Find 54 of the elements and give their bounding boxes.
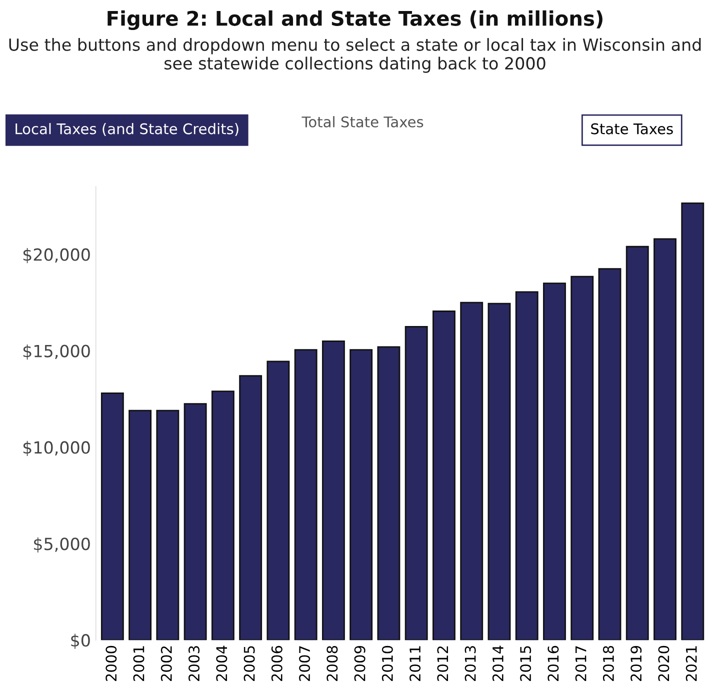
bar [570, 276, 594, 640]
bar [404, 326, 428, 640]
text: State Taxes [591, 123, 673, 134]
x-tick-label: 2015 [520, 646, 532, 682]
x-tick-label: 2019 [630, 646, 642, 682]
bar [184, 403, 207, 640]
bar [598, 268, 622, 640]
bar [322, 340, 345, 640]
x-tick-label: 2008 [326, 646, 338, 682]
bar [488, 302, 511, 640]
bar [156, 410, 180, 640]
x-tick-label: 2011 [410, 646, 421, 682]
chart-title: Figure 2: Local and State Taxes (in millions) [108, 10, 602, 30]
bar [515, 291, 538, 640]
bar [128, 410, 152, 640]
bar [654, 238, 676, 640]
bar [626, 246, 649, 640]
chart-subtitle: Use the buttons and dropdown menu to select a state or local tax in Wisconsin and see statewide collections dating back to 2000 [9, 38, 701, 73]
bar [211, 390, 234, 640]
x-tick-label: 2021 [686, 646, 697, 682]
x-tick-label: 2013 [464, 646, 476, 682]
y-tick-label: $5,000 [34, 537, 90, 552]
x-tick-label: 2017 [575, 646, 586, 682]
text: Local Taxes (and State Credits) [16, 123, 238, 136]
x-tick-label: 2007 [299, 646, 310, 682]
bar [350, 349, 373, 640]
bar [377, 346, 400, 640]
bar [460, 302, 484, 640]
y-tick-label: $0 [71, 634, 90, 649]
x-tick-label: 2005 [244, 646, 255, 682]
x-tick-label: 2000 [106, 646, 117, 682]
x-tick-label: 2010 [382, 646, 393, 682]
y-tick-label: $15,000 [23, 344, 90, 360]
x-tick-label: 2016 [548, 646, 559, 682]
bar [239, 375, 262, 640]
bar [543, 282, 566, 640]
x-tick-label: 2001 [133, 646, 144, 682]
x-tick-label: 2018 [602, 646, 614, 682]
x-tick-label: 2004 [216, 646, 228, 682]
bar [266, 360, 290, 640]
bar [681, 202, 704, 640]
bar [432, 310, 456, 640]
x-tick-label: 2009 [354, 646, 366, 682]
text: Total State Taxes [302, 116, 424, 128]
y-tick-label: $10,000 [23, 440, 90, 456]
x-tick-label: 2014 [492, 646, 504, 682]
y-tick-label: $20,000 [23, 248, 90, 264]
x-tick-label: 2020 [658, 646, 670, 682]
x-tick-label: 2003 [188, 646, 200, 682]
bar [100, 392, 124, 640]
x-tick-label: 2002 [160, 646, 172, 682]
bar [294, 349, 318, 640]
x-tick-label: 2012 [437, 646, 448, 682]
x-tick-label: 2006 [271, 646, 282, 682]
